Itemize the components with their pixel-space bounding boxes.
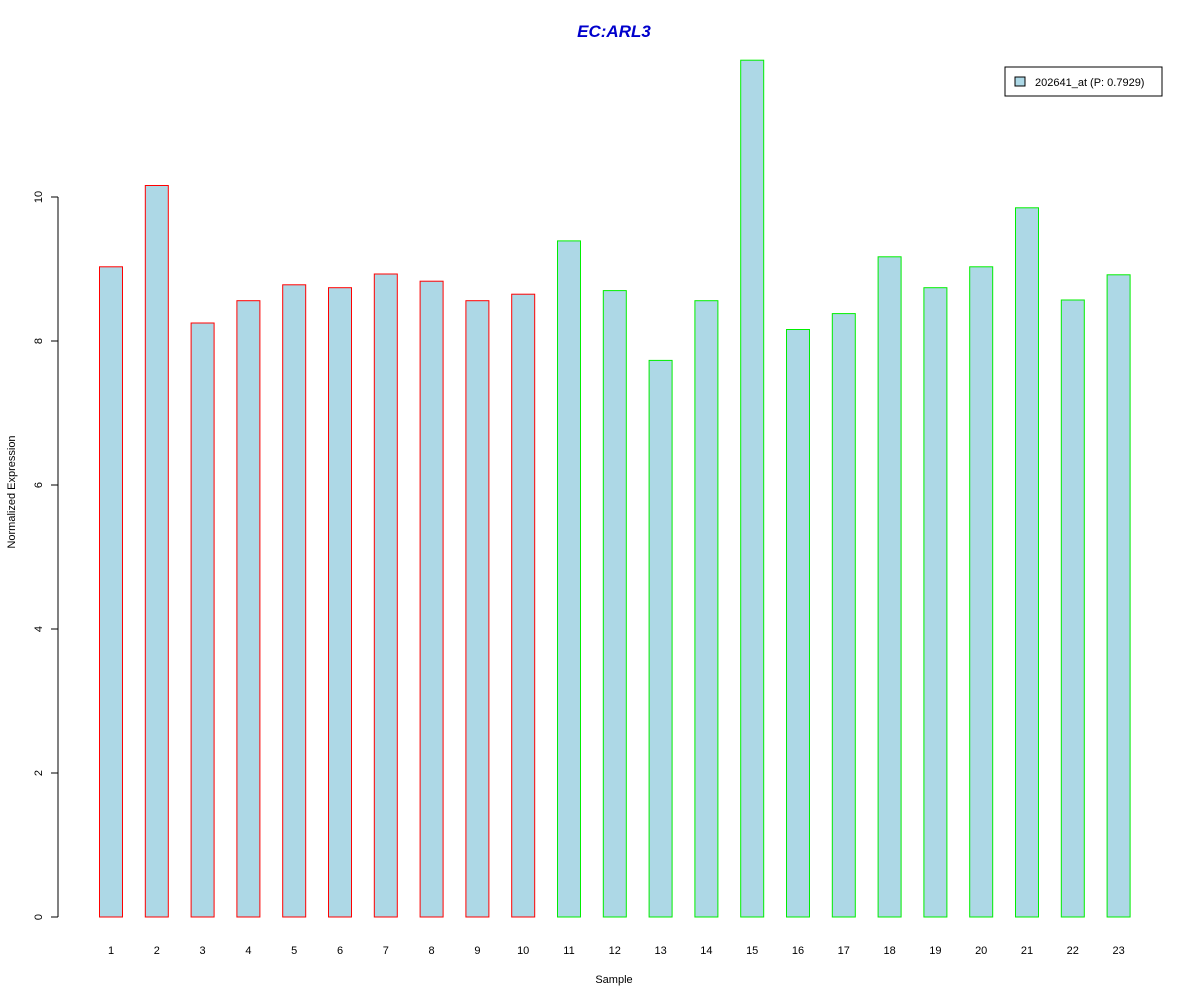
x-tick-label: 5 <box>291 945 297 957</box>
x-tick-label: 11 <box>563 945 574 957</box>
x-tick-label: 1 <box>108 945 114 957</box>
bar-sample-3 <box>190 322 215 918</box>
bar-sample-18 <box>877 256 902 918</box>
x-tick-label: 17 <box>838 945 850 957</box>
bar-sample-19 <box>923 287 948 918</box>
x-tick-label: 20 <box>975 945 987 957</box>
x-tick-label: 18 <box>883 945 895 957</box>
x-tick-label: 6 <box>337 945 343 957</box>
bar-sample-20 <box>969 266 994 918</box>
bar-sample-11 <box>557 240 581 918</box>
bar-sample-7 <box>373 273 398 918</box>
y-tick-label: 10 <box>33 191 45 203</box>
x-tick-label: 2 <box>154 945 160 957</box>
y-axis: 0 2 4 6 8 10 <box>33 191 59 920</box>
x-tick-label: 23 <box>1112 945 1124 957</box>
y-tick-label: 8 <box>33 338 45 344</box>
x-tick-label: 14 <box>700 945 712 957</box>
x-axis-label: Sample <box>595 974 632 986</box>
bar-sample-17 <box>831 313 856 918</box>
bar-sample-4 <box>236 300 261 918</box>
x-tick-label: 3 <box>200 945 206 957</box>
bar-sample-22 <box>1060 299 1085 918</box>
bar-sample-16 <box>786 329 810 918</box>
bar-sample-13 <box>648 359 673 918</box>
legend-box <box>1004 66 1163 97</box>
bar-sample-2 <box>144 185 169 918</box>
bar-sample-6 <box>328 287 352 918</box>
bar-sample-10 <box>511 293 536 918</box>
y-axis-label: Normalized Expression <box>6 435 18 548</box>
x-tick-label: 21 <box>1021 945 1033 957</box>
bar-sample-21 <box>1015 207 1039 918</box>
bar-sample-8 <box>419 280 444 918</box>
x-tick-label: 8 <box>429 945 435 957</box>
x-tick-label: 10 <box>517 945 529 957</box>
bar-sample-5 <box>282 284 307 918</box>
x-tick-label: 12 <box>609 945 621 957</box>
y-tick-label: 0 <box>33 914 45 920</box>
bar-sample-15 <box>740 59 765 918</box>
x-tick-label: 4 <box>245 945 251 957</box>
chart-title: EC:ARL3 <box>577 22 651 41</box>
x-tick-label: 16 <box>792 945 804 957</box>
legend: 202641_at (P: 0.7929) <box>1004 66 1163 97</box>
x-tick-label: 22 <box>1067 945 1079 957</box>
x-tick-label: 19 <box>929 945 941 957</box>
bar-sample-14 <box>694 300 719 918</box>
x-axis-ticks: 1 2 3 4 5 6 7 8 9 10 11 12 13 14 15 16 17 18 19 20 21 22 23 <box>108 945 1125 957</box>
bar-sample-23 <box>1106 274 1131 918</box>
bar-sample-1 <box>99 266 123 918</box>
x-tick-label: 9 <box>474 945 480 957</box>
legend-label: 202641_at (P: 0.7929) <box>1035 77 1144 89</box>
x-tick-label: 13 <box>654 945 666 957</box>
bar-sample-9 <box>465 300 490 918</box>
bar-sample-12 <box>602 290 627 918</box>
y-tick-label: 4 <box>33 626 45 632</box>
x-tick-label: 7 <box>383 945 389 957</box>
bars <box>99 59 1131 918</box>
y-tick-label: 2 <box>33 770 45 776</box>
y-tick-label: 6 <box>33 482 45 488</box>
legend-swatch <box>1014 76 1026 87</box>
x-tick-label: 15 <box>746 945 758 957</box>
